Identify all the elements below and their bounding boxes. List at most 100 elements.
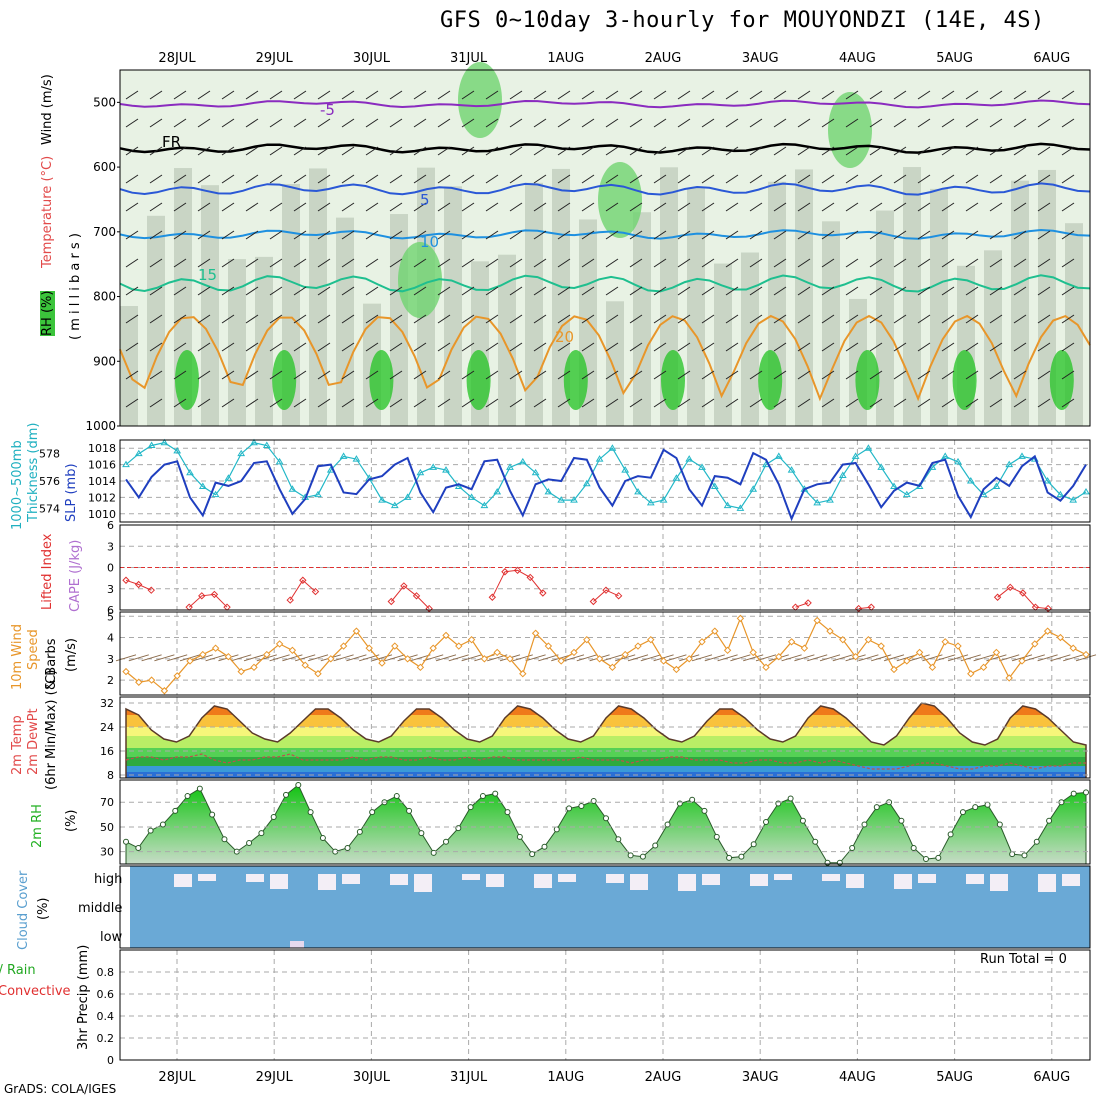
thickness-marker [544, 487, 553, 495]
wind-barb [677, 370, 691, 380]
wind-barb [869, 286, 883, 296]
wind-barb [653, 314, 667, 324]
rh-marker [479, 793, 486, 800]
wind-barb [221, 230, 235, 240]
wind-speed-marker [531, 629, 540, 637]
p1-wind-label: Wind (m/s) [40, 74, 55, 145]
wind-barb [533, 286, 547, 296]
wind-barb [533, 314, 547, 324]
wind-barb [893, 398, 907, 408]
date-label-top: 28JUL [158, 51, 196, 66]
wind-barb [797, 90, 811, 100]
wind-barb [197, 146, 211, 156]
wind-barb [917, 118, 931, 128]
wind-speed-marker [327, 655, 335, 663]
p3-ytick: 6 [107, 604, 114, 617]
wind-speed-marker [224, 652, 233, 661]
rh-marker [873, 804, 880, 811]
wind-barb [858, 654, 879, 662]
wind-barb [821, 230, 835, 240]
thickness-marker [416, 468, 425, 476]
wind-barb [581, 230, 595, 240]
p7-b-label: (%) [36, 897, 51, 921]
wind-barb [125, 146, 139, 156]
wind-barb [557, 90, 571, 100]
wind-barb [965, 146, 979, 156]
wind-barb [389, 398, 403, 408]
rh-shading-cell [255, 256, 273, 426]
wind-barb [941, 286, 955, 296]
wind-barb [125, 202, 139, 212]
rh-marker [516, 833, 523, 840]
wind-barb [538, 654, 559, 662]
rh-marker [972, 804, 979, 811]
slp-panel-frame [119, 439, 1091, 523]
rh-shading-cell [147, 215, 165, 426]
wind-barb [821, 146, 835, 156]
li-marker [299, 576, 307, 584]
wind-barb [965, 90, 979, 100]
rh-marker [959, 809, 966, 816]
wind-barb [629, 342, 643, 352]
rh-marker [504, 809, 511, 816]
wind-barb [389, 258, 403, 268]
wind-barb [701, 118, 715, 128]
cloud-gap-high [1038, 874, 1056, 892]
rh-marker [898, 817, 905, 824]
wind-barb [845, 90, 859, 100]
wind-speed-marker [1043, 627, 1052, 635]
rh-shading-cell [201, 185, 219, 426]
wind-barb [845, 314, 859, 324]
wind-barb [845, 230, 859, 240]
wind-speed-marker [941, 638, 949, 646]
rh-marker [849, 844, 856, 851]
wind-barb [965, 174, 979, 184]
p5-ytick: 8 [107, 769, 114, 782]
wind-barb [653, 258, 667, 268]
wind-barb [197, 90, 211, 100]
li-marker [488, 593, 497, 601]
wind-barb [485, 342, 499, 352]
cloud-gap-high [318, 874, 336, 890]
rh-marker [123, 838, 129, 845]
rh-marker [406, 807, 413, 814]
wind-barb [797, 398, 811, 408]
wind-speed-marker [211, 644, 220, 652]
rh-shading-cell [795, 169, 813, 426]
rh-marker [356, 828, 363, 835]
wind-barb [701, 230, 715, 240]
wind-barb [1037, 370, 1051, 380]
rh-marker [159, 821, 166, 828]
wind-barb [461, 258, 475, 268]
cloud-gap-high [990, 874, 1008, 891]
thickness-marker [1043, 477, 1052, 484]
cloud-gap-low [290, 941, 304, 948]
thickness-marker [262, 441, 271, 448]
wind-barb [173, 398, 187, 408]
wind-barb [749, 146, 763, 156]
wind-barb [893, 342, 907, 352]
wind-barb [341, 342, 355, 352]
rh-marker [627, 852, 634, 859]
wind-barb [797, 258, 811, 268]
p8-c-label: 3hr Precip (mm) [76, 944, 91, 1050]
wind-barb [677, 258, 691, 268]
wind-barb [629, 370, 643, 380]
wind-barb [773, 258, 787, 268]
wind-barb [701, 146, 715, 156]
thickness-marker [890, 482, 898, 489]
rh-marker [578, 802, 585, 809]
wind-barb [749, 174, 763, 184]
rh-shading-cell [741, 252, 759, 426]
wind-barb [341, 258, 355, 268]
wind-barb [437, 398, 451, 408]
wind-barb [807, 654, 828, 662]
wind-barb [773, 90, 787, 100]
temp-band [126, 748, 1086, 757]
cloud-gap-high [918, 874, 936, 883]
wind-barb [557, 202, 571, 212]
wind-barb [691, 654, 713, 662]
wind-barb [149, 230, 163, 240]
wind-barb [125, 258, 139, 268]
wind-speed-marker [1069, 644, 1077, 652]
